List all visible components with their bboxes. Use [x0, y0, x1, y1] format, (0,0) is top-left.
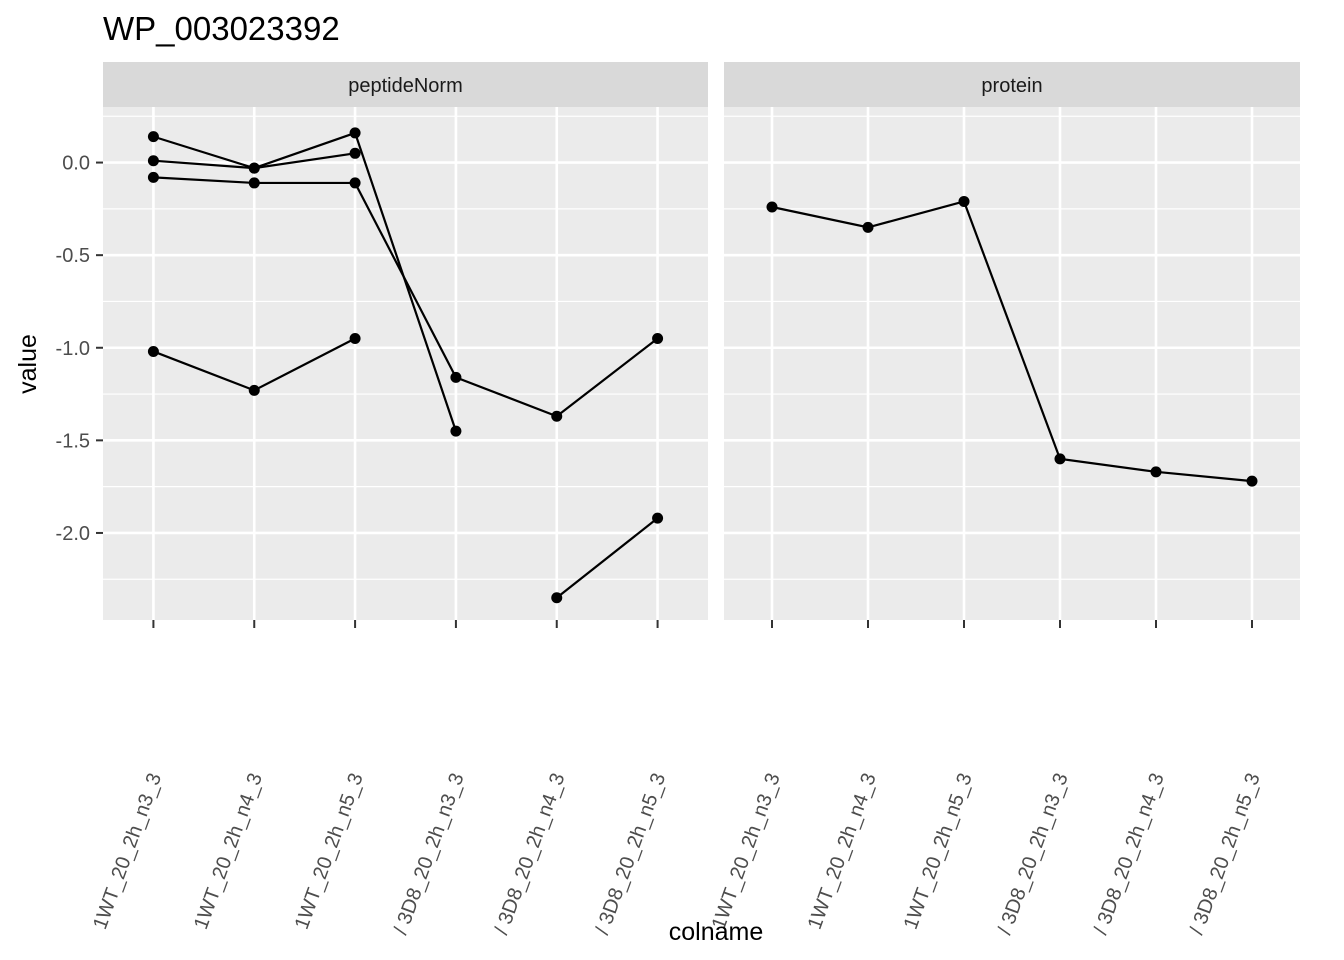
x-tick-label: 1WT_20_2h_n5_3 [291, 770, 368, 932]
data-point [349, 177, 361, 189]
x-tick-label: 1WT_20_2h_n4_3 [804, 770, 881, 932]
data-point [551, 592, 563, 604]
data-point [1246, 475, 1258, 487]
panel-protein: protein 1WT_20_2h_n3_3 1WT_20_2h_n4_3 1WT_… [708, 62, 1300, 938]
y-axis-label: value [14, 334, 42, 394]
data-point [349, 147, 361, 159]
series-line [153, 176, 659, 418]
series-group [766, 195, 1258, 487]
x-tick-label: 1WT_20_2h_n3_3 [708, 770, 785, 932]
grid [103, 107, 708, 620]
x-tick-label: / 3D8_20_2h_n4_3 [491, 770, 570, 937]
panel-background [724, 107, 1300, 620]
data-point [450, 425, 462, 437]
data-point [248, 384, 260, 396]
y-tick-label: -1.0 [56, 338, 90, 360]
data-point [147, 171, 159, 183]
y-axis: 0.0 -0.5 -1.0 -1.5 -2.0 [56, 153, 103, 545]
x-tick-label: / 3D8_20_2h_n3_3 [390, 770, 469, 937]
x-tick-label: 1WT_20_2h_n4_3 [190, 770, 267, 932]
x-tick-label: / 3D8_20_2h_n4_3 [1090, 770, 1169, 937]
y-tick-label: 0.0 [62, 153, 90, 175]
panel-background [103, 107, 708, 620]
data-point [147, 155, 159, 167]
strip-label: peptideNorm [348, 75, 463, 97]
x-tick-label: 1WT_20_2h_n3_3 [89, 770, 166, 932]
data-point [551, 410, 563, 422]
y-tick-label: -2.0 [56, 523, 90, 545]
data-point [349, 332, 361, 344]
y-tick-label: -1.5 [56, 430, 90, 452]
x-tick-label: 1WT_20_2h_n5_3 [900, 770, 977, 932]
data-point [1150, 466, 1162, 478]
data-point [349, 127, 361, 139]
data-point [450, 371, 462, 383]
series-line [556, 517, 659, 599]
series-line [771, 200, 1253, 483]
x-tick-label: / 3D8_20_2h_n5_3 [1186, 770, 1265, 937]
x-axis-label: colname [669, 918, 764, 946]
data-point [652, 512, 664, 524]
data-point [766, 201, 778, 213]
chart-title: WP_003023392 [103, 10, 340, 47]
panel-peptidenorm: peptideNorm 1WT_20_2h_n3_3 1WT_20_2h_n4_3… [89, 62, 708, 938]
data-point [652, 332, 664, 344]
data-point [147, 345, 159, 357]
data-point [248, 162, 260, 174]
grid [724, 107, 1300, 620]
data-point [862, 221, 874, 233]
data-point [958, 195, 970, 207]
x-tick-group: 1WT_20_2h_n3_3 1WT_20_2h_n4_3 1WT_20_2h_n5… [708, 620, 1265, 938]
strip-label: protein [981, 75, 1042, 97]
y-tick-label: -0.5 [56, 245, 90, 267]
data-point [248, 177, 260, 189]
data-point [147, 131, 159, 143]
x-tick-label: / 3D8_20_2h_n3_3 [994, 770, 1073, 937]
series-group [147, 127, 664, 604]
strip-background [724, 62, 1300, 107]
data-point [1054, 453, 1066, 465]
x-tick-label: / 3D8_20_2h_n5_3 [591, 770, 670, 937]
strip-background [103, 62, 708, 107]
x-tick-group: 1WT_20_2h_n3_3 1WT_20_2h_n4_3 1WT_20_2h_n5… [89, 620, 670, 938]
